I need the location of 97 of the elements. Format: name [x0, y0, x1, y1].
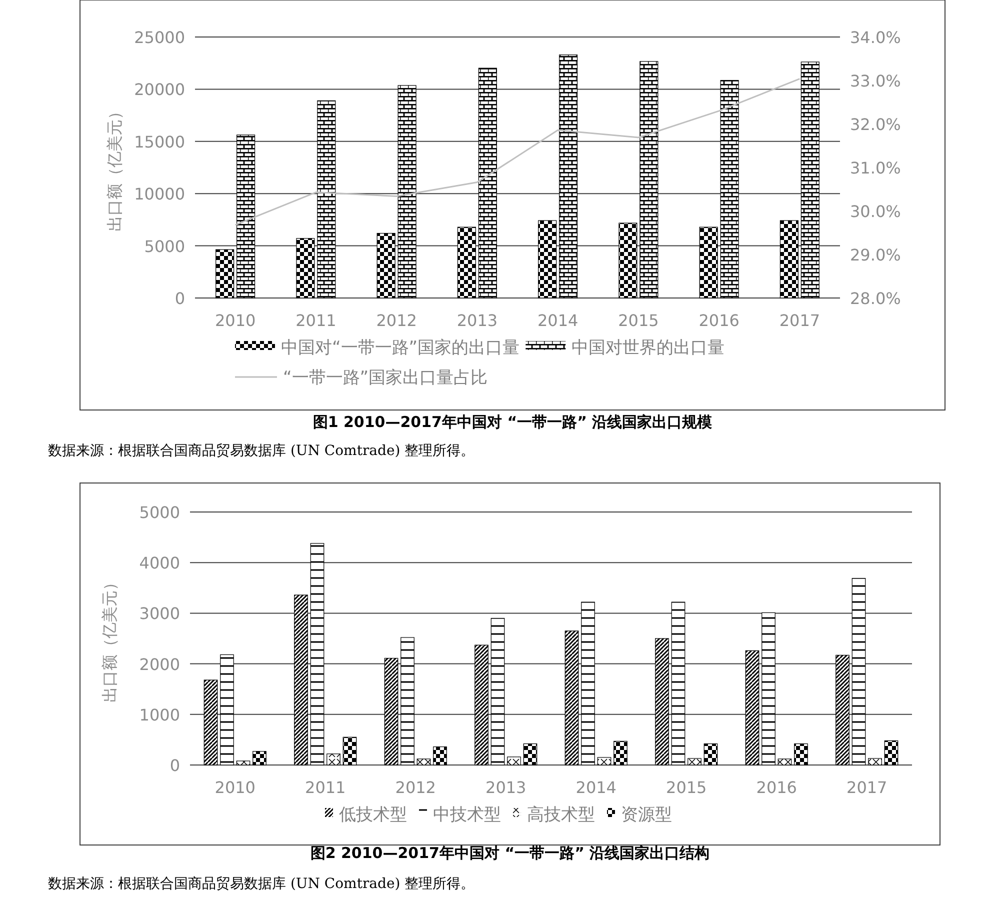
bar	[778, 758, 792, 766]
x-tick-label: 2011	[296, 311, 336, 330]
y-tick-label: 4000	[139, 554, 180, 573]
x-tick-label: 2017	[846, 778, 888, 797]
y2-tick-label: 33.0%	[850, 72, 901, 90]
bar	[800, 62, 820, 298]
bar	[618, 222, 638, 298]
bar	[655, 638, 669, 766]
text: 图1 2010—2017年中国对 “一带一路” 沿线国家出口规模	[312, 413, 714, 431]
x-tick-label: 2016	[756, 778, 797, 797]
bar	[384, 658, 398, 766]
y2-tick-label: 32.0%	[850, 115, 901, 134]
bar	[745, 650, 760, 766]
x-tick-label: 2014	[576, 778, 616, 797]
bar	[868, 758, 882, 766]
y-axis-title: 出口额（亿美元）	[100, 574, 119, 702]
y-tick-label: 15000	[134, 132, 185, 152]
y-tick-label: 20000	[134, 80, 185, 100]
bar	[614, 740, 628, 766]
bar	[794, 743, 808, 766]
bar	[559, 54, 578, 298]
y-tick-label: 10000	[134, 184, 185, 204]
bar	[762, 612, 776, 766]
y2-tick-label: 28.0%	[850, 289, 901, 308]
y-tick-label: 1000	[139, 705, 180, 724]
bar	[507, 756, 521, 766]
bar	[597, 757, 612, 766]
bar	[704, 743, 718, 766]
bar	[836, 654, 850, 766]
y-tick-label: 0	[174, 289, 185, 308]
legend-label: “一带一路”国家出口量占比	[283, 368, 488, 388]
legend-label: 资源型	[621, 805, 672, 825]
x-tick-label: 2017	[779, 311, 820, 330]
y2-tick-label: 29.0%	[850, 246, 901, 264]
bar	[640, 61, 658, 298]
x-tick-label: 2013	[486, 778, 526, 797]
legend-label: 高技术型	[527, 805, 595, 825]
bar	[538, 220, 557, 298]
x-tick-label: 2011	[305, 778, 346, 797]
y-tick-label: 5000	[139, 503, 180, 522]
bar	[523, 743, 538, 766]
bar	[852, 578, 866, 766]
bar	[398, 85, 416, 298]
bar	[220, 654, 234, 766]
legend-label: 中技术型	[433, 805, 501, 825]
x-tick-label: 2014	[537, 311, 578, 330]
x-tick-label: 2016	[698, 311, 740, 330]
bar	[884, 740, 898, 766]
bar	[490, 618, 505, 766]
bar	[317, 100, 336, 298]
bar	[236, 134, 256, 298]
bar	[699, 226, 718, 298]
y-tick-label: 3000	[139, 604, 180, 624]
x-tick-label: 2010	[214, 778, 256, 797]
y2-tick-label: 34.0%	[850, 28, 901, 47]
bar	[342, 736, 357, 766]
bar	[416, 758, 431, 766]
bar	[400, 637, 414, 766]
y-tick-label: 0	[170, 756, 180, 775]
bar	[457, 226, 476, 298]
x-tick-label: 2010	[214, 311, 256, 330]
bar	[296, 238, 315, 298]
bar	[688, 758, 702, 766]
legend-label: 中国对世界的出口量	[572, 338, 725, 358]
y-tick-label: 5000	[144, 236, 185, 256]
line-series	[234, 78, 800, 226]
source-note: 数据来源：根据联合国商品贸易数据库 (UN Comtrade) 整理所得。	[48, 443, 475, 459]
bar	[780, 220, 798, 298]
y-tick-label: 2000	[139, 654, 180, 674]
legend-label: 低技术型	[339, 805, 407, 825]
bar	[326, 754, 340, 766]
bar	[564, 630, 579, 766]
y-axis-title: 出口额（亿美元）	[105, 104, 124, 232]
x-tick-label: 2012	[395, 778, 436, 797]
x-tick-label: 2015	[666, 778, 707, 797]
bar	[376, 232, 396, 298]
legend-label: 中国对“一带一路”国家的出口量	[281, 338, 520, 358]
text: 图2 2010—2017年中国对 “一带一路” 沿线国家出口结构	[310, 844, 710, 862]
y-tick-label: 25000	[134, 28, 185, 47]
source-note: 数据来源：根据联合国商品贸易数据库 (UN Comtrade) 整理所得。	[48, 876, 475, 892]
bar	[474, 644, 488, 766]
y2-tick-label: 31.0%	[850, 158, 901, 178]
bar	[478, 68, 497, 298]
x-tick-label: 2013	[456, 311, 498, 330]
bar	[671, 602, 686, 766]
y2-tick-label: 30.0%	[850, 202, 901, 221]
bar	[236, 760, 250, 766]
bar	[252, 751, 266, 766]
bar	[204, 680, 218, 766]
bar	[581, 602, 595, 766]
bar	[720, 80, 739, 298]
bar	[216, 249, 234, 298]
bar	[310, 543, 324, 766]
bar	[433, 746, 447, 766]
x-tick-label: 2012	[376, 311, 417, 330]
x-tick-label: 2015	[618, 311, 659, 330]
bar	[294, 594, 308, 766]
